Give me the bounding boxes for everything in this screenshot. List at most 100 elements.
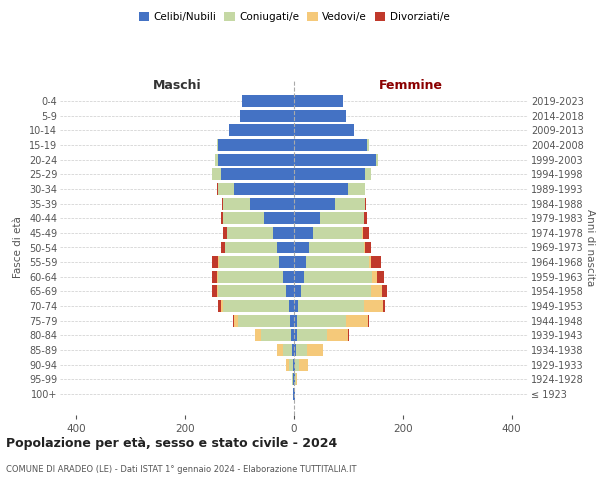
Bar [219,256,279,268]
Bar [294,271,304,283]
Bar [218,271,283,283]
Y-axis label: Anni di nascita: Anni di nascita [585,209,595,286]
Bar [294,124,354,136]
Bar [294,198,335,209]
Bar [313,227,362,239]
Bar [255,330,262,342]
Bar [365,168,371,180]
Bar [349,183,365,195]
Bar [274,227,294,239]
Bar [283,271,294,283]
Bar [367,139,368,151]
Bar [292,344,294,356]
Bar [222,198,223,209]
Bar [320,212,364,224]
Bar [212,286,217,298]
Bar [363,227,368,239]
Bar [335,198,365,209]
Bar [382,286,386,298]
Bar [295,358,299,370]
Bar [304,271,372,283]
Bar [290,314,294,326]
Text: Popolazione per età, sesso e stato civile - 2024: Popolazione per età, sesso e stato civil… [6,438,337,450]
Bar [296,344,307,356]
Bar [371,256,381,268]
Bar [294,358,295,370]
Bar [294,314,297,326]
Bar [242,95,294,107]
Bar [223,198,250,209]
Bar [279,256,294,268]
Bar [294,300,298,312]
Bar [238,314,290,326]
Bar [291,330,294,342]
Bar [294,286,301,298]
Bar [283,344,292,356]
Bar [294,168,365,180]
Bar [233,314,238,326]
Bar [326,330,349,342]
Bar [365,242,371,254]
Y-axis label: Fasce di età: Fasce di età [13,216,23,278]
Bar [289,358,293,370]
Bar [383,300,385,312]
Bar [277,242,294,254]
Bar [223,227,227,239]
Bar [286,286,294,298]
Bar [293,358,294,370]
Bar [227,227,274,239]
Bar [212,168,221,180]
Bar [221,242,225,254]
Bar [294,256,306,268]
Bar [223,212,264,224]
Bar [377,271,384,283]
Bar [368,314,369,326]
Bar [294,212,320,224]
Bar [212,271,217,283]
Bar [297,314,346,326]
Bar [221,300,223,312]
Bar [371,286,382,298]
Bar [234,183,294,195]
Bar [217,286,218,298]
Bar [364,212,367,224]
Bar [346,314,368,326]
Bar [289,300,294,312]
Text: Femmine: Femmine [379,80,443,92]
Bar [264,212,294,224]
Bar [277,344,283,356]
Bar [294,110,346,122]
Bar [294,330,297,342]
Bar [250,198,294,209]
Bar [309,242,364,254]
Bar [229,124,294,136]
Bar [221,212,223,224]
Bar [218,154,294,166]
Bar [292,373,293,385]
Legend: Celibi/Nubili, Coniugati/e, Vedovi/e, Divorziati/e: Celibi/Nubili, Coniugati/e, Vedovi/e, Di… [134,8,454,26]
Text: Maschi: Maschi [152,80,202,92]
Bar [294,139,367,151]
Bar [296,373,297,385]
Bar [294,227,313,239]
Text: COMUNE DI ARADEO (LE) - Dati ISTAT 1° gennaio 2024 - Elaborazione TUTTITALIA.IT: COMUNE DI ARADEO (LE) - Dati ISTAT 1° ge… [6,465,356,474]
Bar [364,300,383,312]
Bar [262,330,291,342]
Bar [294,95,343,107]
Bar [218,139,294,151]
Bar [295,373,296,385]
Bar [376,154,379,166]
Bar [239,110,294,122]
Bar [221,168,294,180]
Bar [294,154,376,166]
Bar [286,358,289,370]
Bar [218,300,221,312]
Bar [368,256,371,268]
Bar [372,271,377,283]
Bar [299,358,308,370]
Bar [297,330,326,342]
Bar [223,300,289,312]
Bar [301,286,371,298]
Bar [365,198,366,209]
Bar [294,344,296,356]
